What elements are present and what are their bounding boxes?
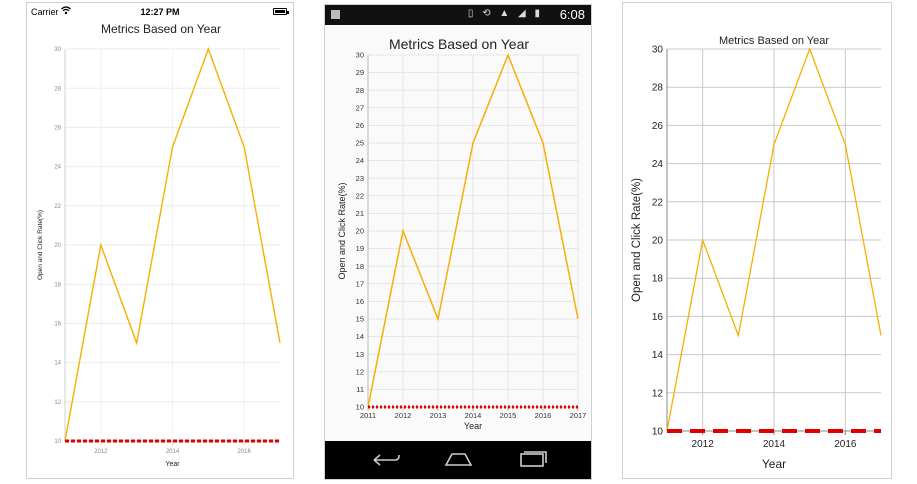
y-tick-label: 18 — [652, 274, 664, 285]
y-tick-label: 14 — [356, 332, 364, 341]
x-axis-label: Year — [762, 457, 786, 471]
y-tick-label: 10 — [652, 427, 664, 438]
battery-icon — [273, 8, 289, 15]
y-tick-label: 20 — [652, 236, 664, 247]
y-tick-label: 30 — [356, 51, 364, 60]
x-axis-label: Year — [165, 461, 180, 468]
x-tick-label: 2014 — [763, 439, 786, 450]
y-tick-label: 12 — [652, 388, 664, 399]
chart-title: Metrics Based on Year — [389, 36, 529, 52]
y-tick-label: 22 — [652, 197, 664, 208]
y-tick-label: 30 — [54, 47, 61, 53]
x-tick-label: 2012 — [395, 411, 412, 420]
back-icon[interactable] — [373, 454, 400, 466]
x-tick-label: 2013 — [430, 411, 447, 420]
recents-icon[interactable] — [520, 451, 547, 467]
chart-title: Metrics Based on Year — [719, 35, 829, 47]
y-tick-label: 20 — [356, 227, 364, 236]
y-tick-label: 28 — [356, 86, 364, 95]
y-tick-label: 15 — [356, 315, 364, 324]
x-tick-label: 2017 — [570, 411, 587, 420]
y-tick-label: 14 — [652, 350, 664, 361]
carrier-label: Carrier — [31, 7, 59, 17]
android-chart-panel: ▯ ⟲ ▲ ◢ ▮ 6:08 10 11 12 13 14 15 16 17 18 19 20 21 2… — [324, 4, 592, 480]
y-tick-label: 19 — [356, 244, 364, 253]
y-tick-label: 10 — [54, 439, 61, 445]
y-tick-label: 24 — [652, 159, 664, 170]
y-tick-label: 12 — [54, 400, 61, 406]
ios-line-chart: 10 12 14 16 18 20 22 24 26 28 30 2012 2014 2016 Metric… — [37, 22, 281, 468]
y-tick-label: 12 — [356, 367, 364, 376]
android-status-bar: ▯ ⟲ ▲ ◢ ▮ 6:08 — [325, 5, 591, 25]
x-tick-label: 2015 — [500, 411, 517, 420]
x-tick-label: 2016 — [237, 449, 251, 455]
y-tick-label: 21 — [356, 209, 364, 218]
y-tick-label: 22 — [356, 191, 364, 200]
y-tick-label: 23 — [356, 174, 364, 183]
x-tick-label: 2016 — [834, 439, 857, 450]
android-nav-bar — [325, 441, 591, 479]
x-tick-label: 2016 — [535, 411, 552, 420]
status-time: 12:27 PM — [140, 7, 180, 17]
y-tick-label: 18 — [54, 282, 61, 288]
status-time: 6:08 — [559, 7, 585, 22]
ios-chart-panel: Carrier 12:27 PM 10 12 14 16 18 20 22 24 26 28 30 2… — [26, 2, 294, 479]
y-tick-label: 16 — [356, 297, 364, 306]
y-tick-label: 16 — [652, 312, 664, 323]
x-tick-label: 2011 — [360, 411, 376, 420]
y-tick-label: 30 — [652, 45, 664, 56]
x-axis-label: Year — [464, 421, 482, 431]
y-tick-label: 26 — [54, 126, 61, 132]
y-tick-label: 26 — [356, 121, 364, 130]
y-tick-label: 28 — [652, 83, 664, 94]
y-tick-label: 29 — [356, 68, 364, 77]
x-tick-label: 2014 — [166, 449, 180, 455]
y-axis-label: Open and Click Rate(%) — [337, 182, 347, 279]
y-tick-label: 13 — [356, 350, 364, 359]
y-tick-label: 24 — [356, 156, 364, 165]
y-tick-label: 17 — [356, 279, 364, 288]
y-tick-label: 14 — [54, 361, 61, 367]
y-tick-label: 16 — [54, 322, 61, 328]
y-tick-label: 22 — [54, 204, 61, 210]
y-tick-label: 20 — [54, 243, 61, 249]
uwp-line-chart: 10 12 14 16 18 20 22 24 26 28 30 2012 2014 2016 Metric… — [631, 35, 882, 471]
ios-status-bar: Carrier 12:27 PM — [27, 3, 293, 20]
y-tick-label: 11 — [356, 385, 364, 394]
y-tick-label: 26 — [652, 121, 664, 132]
status-icons: ▯ ⟲ ▲ ◢ ▮ — [467, 8, 543, 19]
y-tick-label: 28 — [54, 86, 61, 92]
y-tick-label: 25 — [356, 139, 364, 148]
android-line-chart: 10 11 12 13 14 15 16 17 18 19 20 21 22 23 24 25 26 27 28 29… — [337, 36, 587, 431]
notification-icon — [331, 10, 340, 19]
y-tick-label: 10 — [356, 403, 364, 412]
y-tick-label: 24 — [54, 165, 61, 171]
uwp-chart-panel: 10 12 14 16 18 20 22 24 26 28 30 2012 2014 2016 Metric… — [622, 2, 892, 479]
y-axis-label: Open and Click Rate(%) — [631, 178, 643, 302]
chart-title: Metrics Based on Year — [101, 22, 221, 36]
x-tick-label: 2012 — [94, 449, 108, 455]
y-tick-label: 18 — [356, 262, 364, 271]
home-icon[interactable] — [444, 453, 473, 466]
y-tick-label: 27 — [356, 103, 364, 112]
y-axis-label: Open and Click Rate(%) — [37, 210, 44, 280]
x-tick-label: 2012 — [692, 439, 715, 450]
wifi-icon — [61, 6, 71, 15]
x-tick-label: 2014 — [465, 411, 482, 420]
